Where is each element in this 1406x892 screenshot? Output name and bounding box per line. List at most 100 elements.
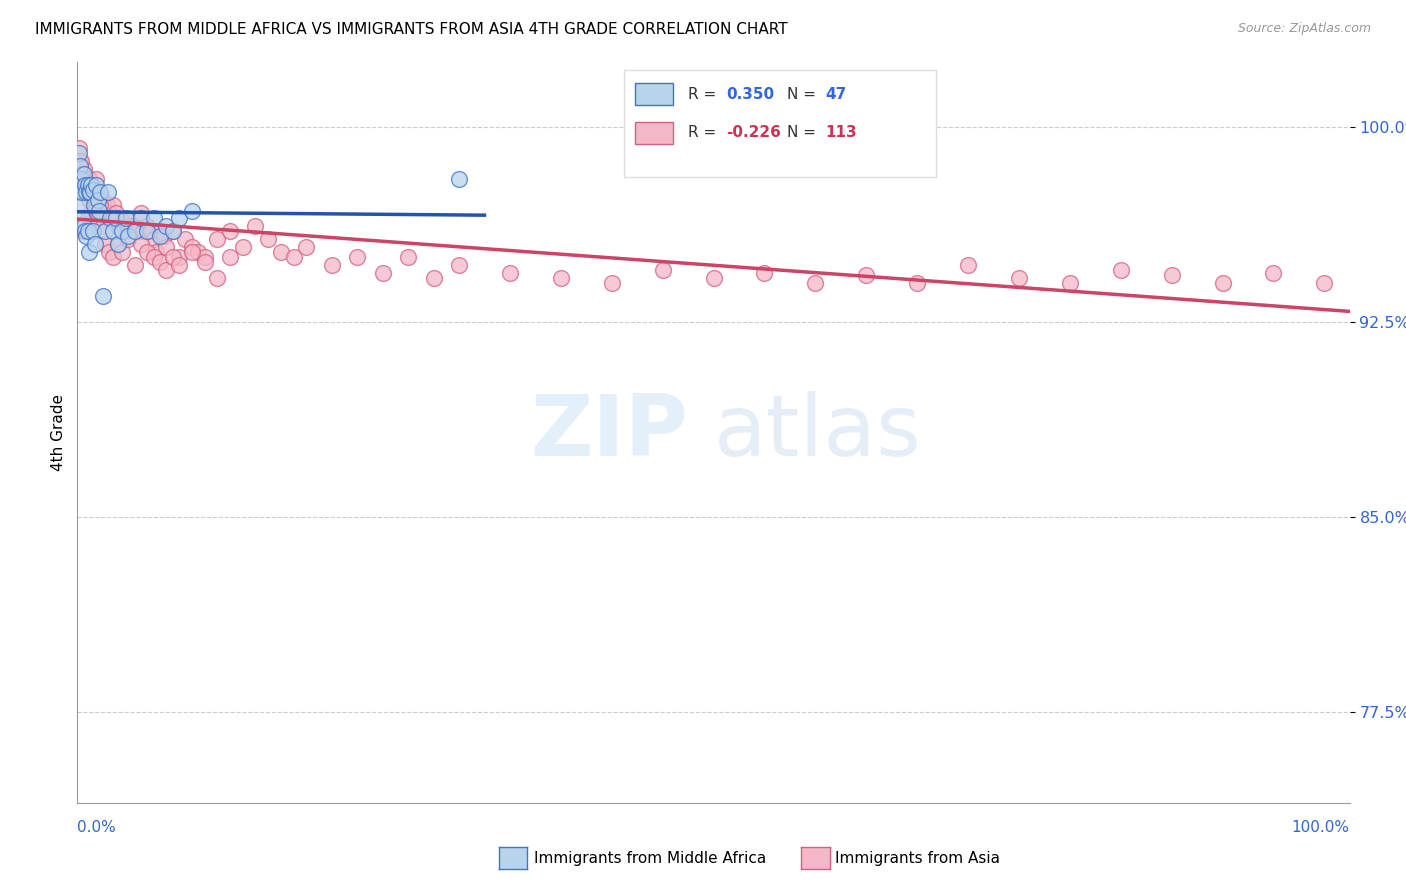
Point xyxy=(114,224,136,238)
Point xyxy=(124,258,146,272)
Point xyxy=(1059,277,1081,291)
Point xyxy=(651,263,673,277)
Point xyxy=(107,219,129,233)
Point xyxy=(180,203,202,218)
Point xyxy=(87,198,110,212)
Point xyxy=(270,245,292,260)
Point xyxy=(155,219,177,233)
Point xyxy=(396,250,419,264)
Bar xyxy=(634,121,673,144)
Point xyxy=(167,258,190,272)
Point xyxy=(72,211,94,226)
Point xyxy=(1313,277,1336,291)
Point xyxy=(72,167,94,181)
Point xyxy=(77,193,100,207)
Point xyxy=(283,250,305,264)
Point xyxy=(162,224,184,238)
Text: -0.226: -0.226 xyxy=(727,125,782,140)
Point xyxy=(73,167,96,181)
Point xyxy=(180,245,202,260)
Text: N =: N = xyxy=(787,87,821,102)
Point xyxy=(101,198,124,212)
Point xyxy=(73,219,96,233)
Point xyxy=(129,237,152,252)
Point xyxy=(114,211,136,226)
Point xyxy=(855,268,877,283)
Point xyxy=(72,186,94,200)
Point xyxy=(104,211,127,226)
Point xyxy=(207,232,229,246)
Point xyxy=(83,198,105,212)
Point xyxy=(167,211,190,226)
Point xyxy=(174,232,197,246)
Text: 0.350: 0.350 xyxy=(727,87,775,102)
Point xyxy=(155,240,177,254)
Point xyxy=(124,219,146,233)
Point xyxy=(101,250,124,264)
Point xyxy=(67,146,90,161)
Point xyxy=(70,154,93,169)
Point xyxy=(120,219,142,233)
FancyBboxPatch shape xyxy=(624,70,936,178)
Point xyxy=(77,245,100,260)
Point xyxy=(346,250,368,264)
Point xyxy=(89,188,111,202)
Point xyxy=(107,237,129,252)
Point xyxy=(101,224,124,238)
Point xyxy=(117,232,139,246)
Point xyxy=(145,245,167,260)
Point xyxy=(89,198,111,212)
Point xyxy=(905,277,928,291)
Point xyxy=(69,154,91,169)
Point xyxy=(1212,277,1234,291)
Point xyxy=(149,224,172,238)
Point xyxy=(73,172,96,186)
Text: R =: R = xyxy=(688,125,721,140)
Point xyxy=(84,237,107,252)
Point xyxy=(79,186,101,200)
Point xyxy=(804,277,827,291)
Point xyxy=(76,183,98,197)
Point xyxy=(422,271,444,285)
Point xyxy=(79,193,101,207)
Point xyxy=(75,178,97,192)
Point xyxy=(75,229,97,244)
Point xyxy=(77,186,100,200)
Point xyxy=(162,250,184,264)
Point xyxy=(499,266,522,280)
Point xyxy=(111,224,134,238)
Point xyxy=(1008,271,1031,285)
Point xyxy=(449,172,471,186)
Point xyxy=(600,277,623,291)
Point xyxy=(73,178,96,192)
Point xyxy=(167,250,190,264)
Point xyxy=(129,211,152,226)
Point xyxy=(86,193,108,207)
Point xyxy=(87,203,110,218)
Point xyxy=(98,206,121,220)
Point xyxy=(129,206,152,220)
Point xyxy=(80,178,103,192)
Point xyxy=(194,255,217,269)
Point xyxy=(1263,266,1285,280)
Point xyxy=(142,232,165,246)
Point xyxy=(136,245,159,260)
Point xyxy=(142,250,165,264)
Point xyxy=(449,258,471,272)
Point xyxy=(75,180,97,194)
Point xyxy=(80,206,103,220)
Point xyxy=(76,211,98,226)
Point xyxy=(76,224,98,238)
Point xyxy=(136,219,159,233)
Point xyxy=(153,229,176,244)
Point xyxy=(149,229,172,244)
Point xyxy=(82,188,104,202)
Point xyxy=(89,186,111,200)
Point xyxy=(219,224,242,238)
Text: IMMIGRANTS FROM MIDDLE AFRICA VS IMMIGRANTS FROM ASIA 4TH GRADE CORRELATION CHAR: IMMIGRANTS FROM MIDDLE AFRICA VS IMMIGRA… xyxy=(35,22,787,37)
Point xyxy=(86,178,108,192)
Point xyxy=(93,198,115,212)
Point xyxy=(219,250,242,264)
Point xyxy=(136,224,159,238)
Point xyxy=(117,214,139,228)
